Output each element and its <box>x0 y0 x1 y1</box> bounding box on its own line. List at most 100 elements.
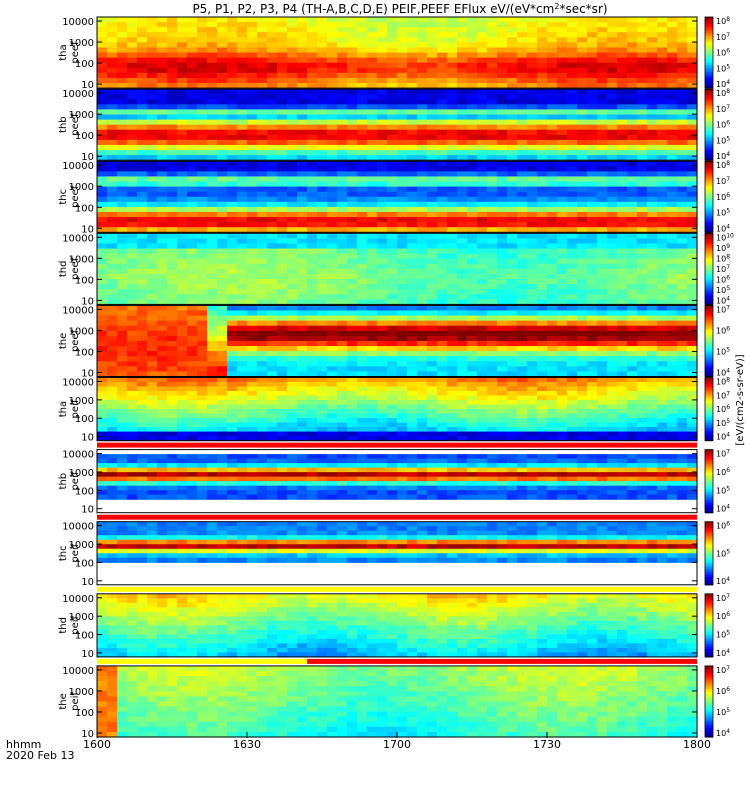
spectrogram-cell <box>257 57 268 64</box>
spectrogram-cell <box>617 109 628 116</box>
spectrogram-cell <box>107 273 118 280</box>
spectrogram-cell <box>457 253 468 260</box>
spectrogram-cell <box>507 325 518 332</box>
spectrogram-cell <box>177 144 188 151</box>
spectrogram-cell <box>157 161 168 167</box>
spectrogram-cell <box>427 356 438 362</box>
spectrogram-cell <box>177 150 188 156</box>
spectrogram-cell <box>377 176 388 183</box>
spectrogram-cell <box>207 335 218 342</box>
spectrogram-cell <box>387 351 398 357</box>
colorbar-segment <box>705 131 713 135</box>
spectrogram-cell <box>247 99 258 105</box>
spectrogram-cell <box>637 27 648 33</box>
spectrogram-cell <box>567 109 578 116</box>
spectrogram-cell <box>407 233 418 239</box>
spectrogram-cell <box>587 294 598 300</box>
spectrogram-cell <box>517 17 528 23</box>
spectrogram-cell <box>307 263 318 270</box>
spectrogram-cell <box>507 150 518 156</box>
spectrogram-cell <box>567 89 578 95</box>
colorbar-segment <box>705 210 713 214</box>
spectrogram-cell <box>277 395 288 401</box>
spectrogram-cell <box>447 171 458 178</box>
spectrogram-cell <box>237 279 248 285</box>
spectrogram-cell <box>417 263 428 270</box>
spectrogram-cell <box>657 279 668 285</box>
spectrogram-cell <box>127 89 138 95</box>
spectrogram-cell <box>587 37 598 43</box>
spectrogram-cell <box>427 52 438 59</box>
spectrogram-cell <box>657 124 668 131</box>
spectrogram-cell <box>237 124 248 131</box>
spectrogram-cell <box>287 268 298 275</box>
spectrogram-cell <box>237 371 248 378</box>
spectrogram-cell <box>167 124 178 131</box>
spectrogram-cell <box>107 57 118 64</box>
spectrogram-cell <box>667 124 678 131</box>
spectrogram-cell <box>457 176 468 183</box>
spectrogram-cell <box>397 62 408 69</box>
spectrogram-cell <box>347 325 358 332</box>
spectrogram-cell <box>337 400 348 406</box>
spectrogram-cell <box>377 109 388 116</box>
spectrogram-cell <box>687 77 698 84</box>
spectrogram-cell <box>117 77 128 84</box>
colorbar-segment <box>705 138 713 142</box>
spectrogram-cell <box>267 299 278 305</box>
spectrogram-cell <box>137 186 148 193</box>
spectrogram-cell <box>147 62 158 69</box>
spectrogram-cell <box>327 268 338 275</box>
spectrogram-cell <box>637 94 648 100</box>
spectrogram-cell <box>537 155 548 161</box>
spectrogram-cell <box>207 99 218 105</box>
colorbar-segment <box>705 337 713 340</box>
spectrogram-cell <box>237 263 248 270</box>
spectrogram-cell <box>157 258 168 265</box>
spectrogram-cell <box>107 217 118 223</box>
spectrogram-cell <box>607 144 618 151</box>
spectrogram-cell <box>477 346 488 352</box>
spectrogram-cell <box>187 166 198 172</box>
spectrogram-cell <box>197 335 208 342</box>
spectrogram-cell <box>457 47 468 54</box>
spectrogram-cell <box>97 294 108 300</box>
spectrogram-cell <box>277 181 288 188</box>
spectrogram-cell <box>527 243 538 250</box>
spectrogram-cell <box>647 124 658 131</box>
spectrogram-cell <box>247 176 258 183</box>
spectrogram-cell <box>477 273 488 280</box>
spectrogram-cell <box>537 94 548 100</box>
spectrogram-cell <box>127 150 138 156</box>
spectrogram-cell <box>567 227 578 233</box>
spectrogram-cell <box>487 77 498 84</box>
spectrogram-cell <box>97 99 108 105</box>
spectrogram-cell <box>107 94 118 100</box>
spectrogram-cell <box>117 150 128 156</box>
spectrogram-cell <box>107 47 118 54</box>
spectrogram-cell <box>287 418 298 424</box>
spectrogram-cell <box>357 47 368 54</box>
spectrogram-cell <box>517 361 528 367</box>
spectrogram-cell <box>427 104 438 111</box>
spectrogram-cell <box>197 129 208 136</box>
spectrogram-cell <box>647 356 658 362</box>
spectrogram-cell <box>527 129 538 136</box>
spectrogram-cell <box>557 346 568 352</box>
spectrogram-cell <box>377 52 388 59</box>
spectrogram-cell <box>607 310 618 317</box>
spectrogram-cell <box>117 315 128 322</box>
spectrogram-cell <box>247 27 258 33</box>
spectrogram-cell <box>467 62 478 69</box>
spectrogram-cell <box>187 346 198 352</box>
spectrogram-cell <box>217 57 228 64</box>
spectrogram-cell <box>627 305 638 312</box>
spectrogram-cell <box>117 413 128 419</box>
spectrogram-cell <box>177 400 188 406</box>
spectrogram-cell <box>567 144 578 151</box>
spectrogram-cell <box>287 47 298 54</box>
spectrogram-cell <box>197 361 208 367</box>
spectrogram-cell <box>167 186 178 193</box>
spectrogram-cell <box>427 161 438 167</box>
